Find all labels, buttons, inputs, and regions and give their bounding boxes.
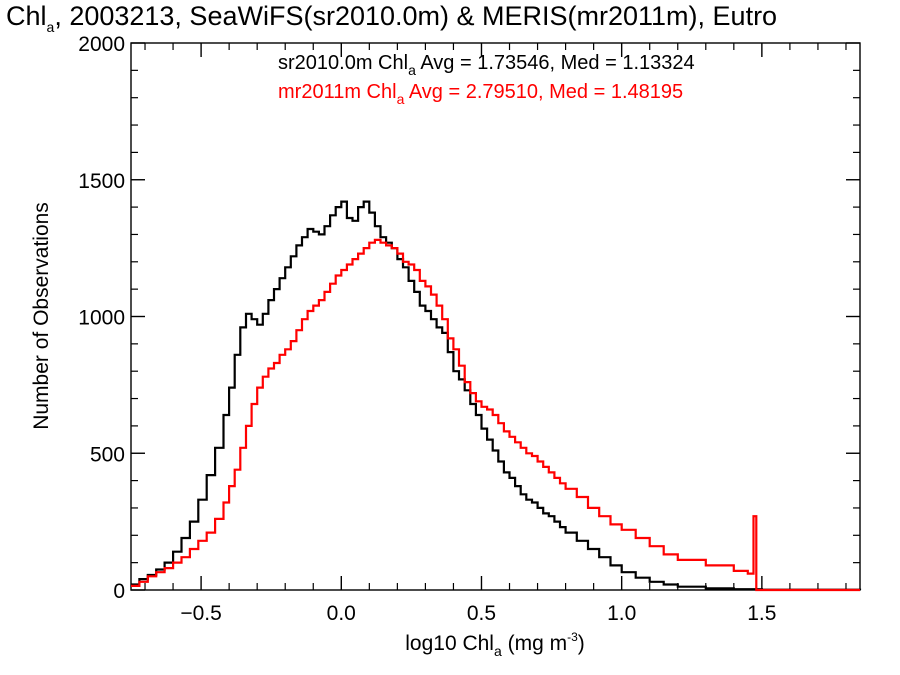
chart-title-prefix: Chl: [6, 1, 47, 31]
series-line-sr2010.0m: [131, 200, 862, 591]
legend-red-subscript: a: [397, 91, 405, 107]
x-tick-label: 0.0: [327, 602, 356, 625]
chart-title-suffix: , 2003213, SeaWiFS(sr2010.0m) & MERIS(mr…: [54, 1, 777, 31]
x-axis-label-suffix: ): [578, 632, 585, 655]
legend-black-subscript: a: [408, 62, 416, 78]
legend-black-suffix: Avg = 1.73546, Med = 1.13324: [416, 52, 695, 74]
x-axis-label-mid: (mg m: [502, 632, 567, 655]
legend-red-prefix: mr2011m Chl: [278, 81, 397, 103]
x-tick-label: 1.5: [747, 602, 776, 625]
x-axis-label-subscript: a: [494, 643, 502, 659]
series-layer: [131, 200, 862, 592]
x-tick-label: 0.5: [467, 602, 496, 625]
y-tick-label: 500: [90, 443, 125, 466]
legend-black-prefix: sr2010.0m Chl: [278, 52, 408, 74]
y-axis-label: Number of Observations: [30, 202, 53, 430]
x-tick-label: 1.0: [607, 602, 636, 625]
series-line-mr2011m: [131, 238, 860, 592]
y-tick-label: 2000: [78, 33, 125, 56]
chart-title: Chla, 2003213, SeaWiFS(sr2010.0m) & MERI…: [6, 1, 777, 35]
y-tick-label: 1000: [78, 307, 125, 330]
chart-title-subscript: a: [47, 19, 55, 35]
y-tick-label: 1500: [78, 170, 125, 193]
legend-entry-red: mr2011m Chla Avg = 2.79510, Med = 1.4819…: [278, 81, 683, 107]
legend-red-suffix: Avg = 2.79510, Med = 1.48195: [404, 81, 683, 103]
plot-frame: [130, 42, 861, 591]
legend-entry-black: sr2010.0m Chla Avg = 1.73546, Med = 1.13…: [278, 52, 695, 78]
x-axis-label-superscript: -3: [567, 630, 578, 644]
x-tick-label: −0.5: [180, 602, 221, 625]
x-axis-label-prefix: log10 Chl: [405, 632, 494, 655]
x-axis-label: log10 Chla (mg m-3): [405, 630, 585, 659]
x-axis: −0.5 0.0 0.5 1.0 1.5: [144, 43, 847, 625]
y-axis: 0 500 1000 1500 2000: [78, 33, 860, 603]
y-tick-label: 0: [113, 580, 125, 603]
